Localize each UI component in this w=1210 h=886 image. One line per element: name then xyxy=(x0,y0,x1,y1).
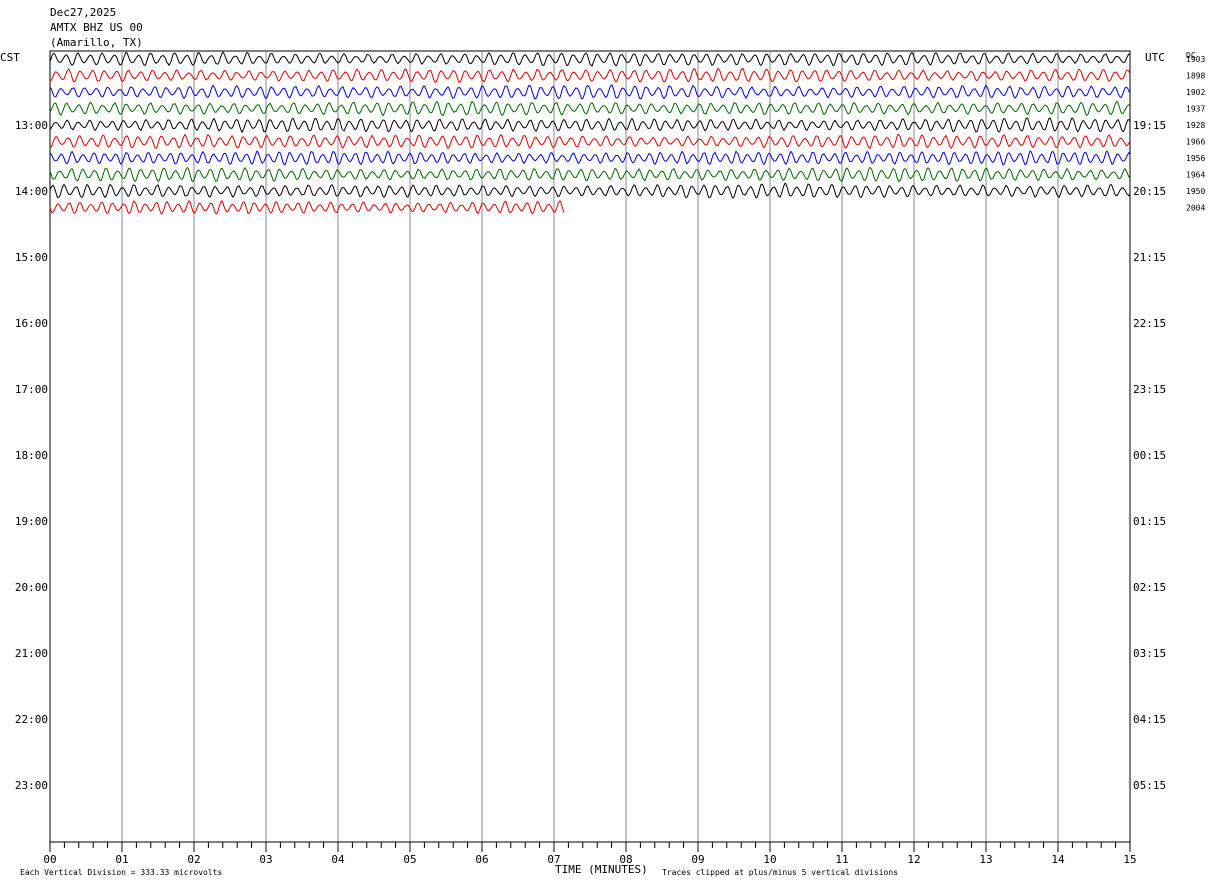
cst-hour-label: 18:00 xyxy=(15,449,48,462)
date-label: Dec27,2025 xyxy=(50,6,116,19)
seismic-traces xyxy=(49,51,1131,215)
trace-line xyxy=(49,51,1131,68)
utc-hour-labels: 19:15 20:15 21:15 22:15 23:15 00:15 01:15 02:15… xyxy=(1133,119,1166,792)
x-axis: 00 01 02 03 04 05 06 07 08 09 10 11 12 13 14 15 xyxy=(43,841,1137,866)
x-tick-label: 15 xyxy=(1123,853,1136,866)
clip-note: Traces clipped at plus/minus 5 vertical … xyxy=(662,868,898,877)
dc-value-label: 1903 xyxy=(1186,55,1205,64)
x-axis-title: TIME (MINUTES) xyxy=(555,863,648,876)
cst-hour-label: 20:00 xyxy=(15,581,48,594)
dc-value-label: 1956 xyxy=(1186,154,1205,163)
x-tick-label: 01 xyxy=(115,853,128,866)
x-tick-label: 00 xyxy=(43,853,56,866)
x-tick-label: 03 xyxy=(259,853,272,866)
utc-hour-label: 23:15 xyxy=(1133,383,1166,396)
dc-value-label: 1928 xyxy=(1186,121,1205,130)
cst-hour-label: 16:00 xyxy=(15,317,48,330)
trace-line xyxy=(49,150,1131,166)
station-label: AMTX BHZ US 00 xyxy=(50,21,143,34)
trace-line xyxy=(49,166,1131,183)
cst-hour-label: 22:00 xyxy=(15,713,48,726)
utc-hour-label: 22:15 xyxy=(1133,317,1166,330)
dc-value-label: 1902 xyxy=(1186,88,1205,97)
dc-offset-labels: 1903 1898 1902 1937 1928 1966 1956 1964 1950 2004 xyxy=(1186,55,1205,213)
cst-hour-label: 17:00 xyxy=(15,383,48,396)
location-label: (Amarillo, TX) xyxy=(50,36,143,49)
cst-hour-label: 21:00 xyxy=(15,647,48,660)
plot-frame xyxy=(49,50,1131,843)
dc-value-label: 2004 xyxy=(1186,204,1205,213)
x-tick-label: 09 xyxy=(691,853,704,866)
utc-hour-label: 02:15 xyxy=(1133,581,1166,594)
x-tick-label: 10 xyxy=(763,853,776,866)
x-tick-label: 06 xyxy=(475,853,488,866)
dc-value-label: 1950 xyxy=(1186,187,1205,196)
cst-hour-label: 14:00 xyxy=(15,185,48,198)
x-tick-label: 02 xyxy=(187,853,200,866)
cst-hour-label: 19:00 xyxy=(15,515,48,528)
x-tick-label: 14 xyxy=(1051,853,1065,866)
utc-hour-label: 20:15 xyxy=(1133,185,1166,198)
trace-line xyxy=(49,133,1131,150)
cst-hour-labels: 13:00 14:00 15:00 16:00 17:00 18:00 19:00 20:00… xyxy=(15,119,48,792)
utc-hour-label: 04:15 xyxy=(1133,713,1166,726)
x-tick-label: 12 xyxy=(907,853,920,866)
cst-label: CST xyxy=(0,51,20,64)
dc-value-label: 1966 xyxy=(1186,138,1205,147)
utc-label: UTC xyxy=(1145,51,1165,64)
x-tick-label: 13 xyxy=(979,853,992,866)
cst-hour-label: 13:00 xyxy=(15,119,48,132)
utc-hour-label: 03:15 xyxy=(1133,647,1166,660)
trace-line xyxy=(49,67,1131,83)
x-tick-label: 04 xyxy=(331,853,345,866)
utc-hour-label: 05:15 xyxy=(1133,779,1166,792)
cst-hour-label: 15:00 xyxy=(15,251,48,264)
dc-value-label: 1898 xyxy=(1186,72,1205,81)
x-tick-label: 08 xyxy=(619,853,632,866)
trace-line xyxy=(49,199,565,215)
dc-value-label: 1964 xyxy=(1186,171,1205,180)
minute-gridlines xyxy=(121,51,1059,842)
scale-note: Each Vertical Division = 333.33 microvol… xyxy=(20,868,222,877)
trace-line xyxy=(49,117,1131,134)
trace-line xyxy=(49,182,1131,199)
trace-line xyxy=(49,100,1131,117)
utc-hour-label: 00:15 xyxy=(1133,449,1166,462)
x-tick-label: 07 xyxy=(547,853,560,866)
utc-hour-label: 19:15 xyxy=(1133,119,1166,132)
utc-hour-label: 21:15 xyxy=(1133,251,1166,264)
cst-hour-label: 23:00 xyxy=(15,779,48,792)
utc-hour-label: 01:15 xyxy=(1133,515,1166,528)
trace-line xyxy=(49,84,1131,100)
dc-label: DC xyxy=(1186,51,1196,60)
x-tick-label: 11 xyxy=(835,853,848,866)
dc-value-label: 1937 xyxy=(1186,105,1205,114)
x-tick-label: 05 xyxy=(403,853,416,866)
